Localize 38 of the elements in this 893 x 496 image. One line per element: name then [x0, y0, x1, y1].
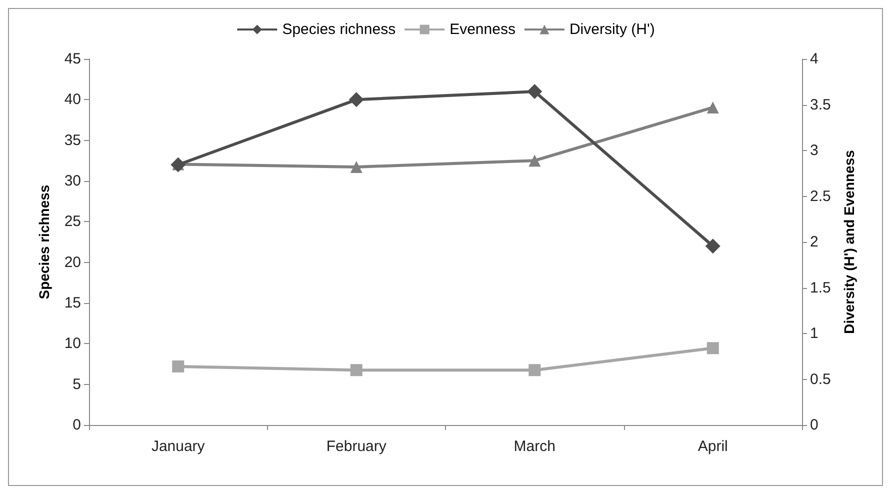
point — [528, 154, 541, 167]
legend-label: Evenness — [450, 21, 516, 38]
point — [527, 84, 542, 100]
y2-tick-label: 1 — [810, 325, 818, 342]
y2-tick-label: 2.5 — [810, 188, 831, 205]
point — [348, 92, 364, 108]
point — [706, 342, 719, 354]
y-tick-label: 30 — [64, 172, 81, 190]
point — [706, 101, 719, 114]
y2-axis-title: Diversity (H') and Evenness — [840, 150, 857, 334]
y-tick-label: 40 — [64, 91, 81, 108]
y-tick-label: 5 — [72, 376, 81, 393]
x-tick-label: February — [326, 438, 387, 455]
point — [528, 364, 541, 376]
y2-tick-label: 4 — [810, 50, 818, 68]
point — [705, 238, 720, 254]
y2-tick-label: 0 — [810, 416, 818, 434]
y-tick-label: 0 — [72, 416, 81, 434]
point — [350, 364, 362, 376]
point — [172, 360, 184, 372]
y-tick-label: 25 — [64, 213, 81, 230]
y-axis-title: Species richness — [36, 184, 52, 300]
y2-tick-label: 2 — [810, 234, 818, 250]
y2-tick-label: 3 — [810, 142, 818, 159]
y-tick-label: 15 — [64, 294, 81, 312]
y-tick-label: 20 — [64, 254, 81, 271]
legend-label: Species richness — [282, 21, 396, 38]
x-tick-label: April — [698, 438, 728, 455]
y-tick-label: 35 — [64, 132, 81, 149]
legend-label: Diversity (H') — [569, 21, 655, 38]
y2-tick-label: 1.5 — [810, 279, 831, 296]
x-tick-label: March — [514, 438, 556, 455]
y2-tick-label: 0.5 — [810, 370, 831, 388]
x-tick-label: January — [151, 438, 206, 455]
y-tick-label: 10 — [64, 335, 81, 352]
point — [350, 160, 362, 173]
y-tick-label: 45 — [64, 50, 81, 68]
y2-tick-label: 3.5 — [810, 96, 831, 114]
